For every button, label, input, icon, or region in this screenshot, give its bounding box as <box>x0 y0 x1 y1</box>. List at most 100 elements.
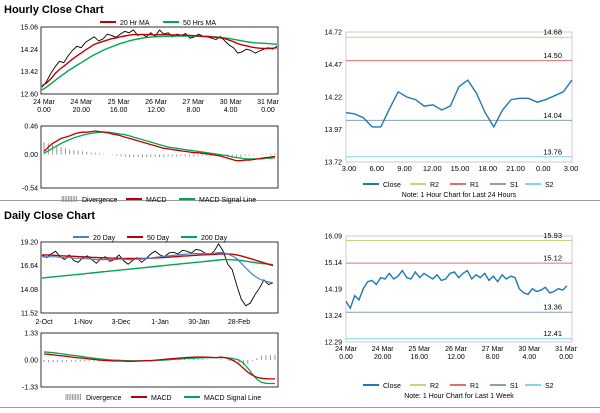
hourly-24h-x-tick-1: 6.00 <box>369 164 384 173</box>
hourly-24h-legend-s1-label: S1 <box>510 182 519 189</box>
hourly-24h-y-tick-2: 14.22 <box>324 95 342 102</box>
daily-price-y-tick-3: 11.52 <box>21 311 38 318</box>
daily-week-x-tick-3-time: 12.00 <box>447 354 465 361</box>
daily-week-x-tick-6-date: 31 Mar <box>555 346 577 353</box>
daily-price-x-tick-2: 3-Dec <box>112 319 131 326</box>
daily-week-legend-s1-label: S1 <box>510 383 519 390</box>
hourly-price-x-tick-2-date: 25 Mar <box>108 99 130 106</box>
daily-week-x-tick-6-time: 0.00 <box>559 354 573 361</box>
hourly-24h-note: Note: 1 Hour Chart for Last 24 Hours <box>402 192 517 199</box>
legend-20hr-ma-label: 20 Hr MA <box>120 20 150 27</box>
daily-macd-y-tick-1: 0.00 <box>24 358 38 365</box>
hourly-50hr-ma-line <box>41 35 278 91</box>
hourly-price-x-tick-5-date: 30 Mar <box>220 99 242 106</box>
daily-week-y-tick-0: 16.09 <box>324 234 342 241</box>
daily-price-y-tick-1: 16.64 <box>20 263 38 270</box>
legend-50hrs-ma-label: 50 Hrs MA <box>183 20 216 27</box>
daily-price-y-tick-0: 19.20 <box>20 240 38 247</box>
hourly-24h-legend-s2-label: S2 <box>545 182 554 189</box>
daily-price-plot-area <box>40 241 279 314</box>
daily-price-x-tick-3: 1-Jan <box>151 319 169 326</box>
daily-week-x-tick-0-date: 24 Mar <box>335 346 357 353</box>
daily-week-x-tick-4-time: 8.00 <box>486 354 500 361</box>
hourly-24h-plot-area <box>345 31 573 163</box>
daily-price-y-tick-2: 14.08 <box>20 287 38 294</box>
hourly-legend-macd-signal-label: MACD Signal Line <box>199 197 256 204</box>
daily-week-level-s2-label: 12.41 <box>543 329 562 338</box>
daily-week-x-tick-1-time: 20.00 <box>374 354 392 361</box>
bottom-divider <box>0 407 600 408</box>
hourly-24h-legend-r1-label: R1 <box>470 182 479 189</box>
daily-week-legend-close-label: Close <box>383 383 401 390</box>
hourly-20hr-ma-line <box>41 33 278 87</box>
hourly-legend-divergence-label: Divergence <box>82 197 118 204</box>
hourly-price-x-tick-6-date: 31 Mar <box>257 99 279 106</box>
daily-week-legend-r2-label: R2 <box>430 383 439 390</box>
daily-week-plot-area <box>345 235 573 343</box>
daily-week-x-tick-2-date: 25 Mar <box>408 346 430 353</box>
daily-macd-y-tick-2: -1.33 <box>22 385 38 392</box>
legend-20-day-label: 20 Day <box>93 235 116 242</box>
daily-week-x-tick-5-date: 30 Mar <box>518 346 540 353</box>
hourly-macd-y-tick-1: 0.00 <box>24 152 38 159</box>
daily-week-y-tick-2: 14.19 <box>324 287 342 294</box>
hourly-price-x-tick-1-date: 24 Mar <box>70 99 92 106</box>
hourly-price-x-tick-4-time: 8.00 <box>187 107 201 114</box>
daily-week-x-tick-2-time: 16.00 <box>411 354 429 361</box>
daily-20-day-line <box>42 252 274 284</box>
hourly-price-x-tick-3-time: 12.00 <box>147 107 165 114</box>
hourly-24h-level-r1-label: 14.50 <box>543 51 562 60</box>
hourly-price-x-tick-4-date: 27 Mar <box>182 99 204 106</box>
hourly-24h-x-tick-7: 0.00 <box>536 164 551 173</box>
daily-macd-y-tick-0: 1.33 <box>24 331 38 338</box>
hourly-24h-x-tick-6: 21.00 <box>506 164 525 173</box>
hourly-section-title: Hourly Close Chart <box>4 4 104 16</box>
hourly-price-y-tick-1: 14.24 <box>20 47 38 54</box>
daily-macd-plot-area <box>40 332 279 388</box>
daily-macd-signal-line <box>43 351 275 385</box>
hourly-price-x-tick-0-time: 0.00 <box>37 107 51 114</box>
hourly-24h-x-tick-0: 3.00 <box>342 164 357 173</box>
daily-50-day-line <box>42 253 274 267</box>
daily-week-x-tick-0-time: 0.00 <box>339 354 353 361</box>
hourly-24h-y-tick-1: 14.47 <box>324 62 342 69</box>
daily-week-x-tick-1-date: 24 Mar <box>372 346 394 353</box>
hourly-close-line <box>41 29 278 88</box>
hourly-24h-y-tick-3: 13.97 <box>324 127 342 134</box>
daily-close-line <box>41 242 274 307</box>
hourly-24h-y-tick-0: 14.72 <box>324 30 342 37</box>
hourly-24h-x-tick-4: 15.00 <box>451 164 470 173</box>
hourly-macd-signal-line <box>43 131 276 160</box>
hourly-macd-line <box>43 130 276 162</box>
daily-legend-divergence-label: Divergence <box>86 395 122 402</box>
hourly-24h-x-tick-2: 9.00 <box>397 164 412 173</box>
hourly-macd-y-tick-2: -0.54 <box>22 186 38 193</box>
daily-week-y-tick-1: 15.14 <box>324 260 342 267</box>
hourly-price-y-tick-0: 15.06 <box>20 25 38 32</box>
daily-week-y-tick-4: 12.29 <box>324 340 342 347</box>
hourly-macd-y-tick-0: 0.46 <box>24 124 38 131</box>
section-divider <box>0 200 600 201</box>
hourly-24h-legend-r2-label: R2 <box>430 182 439 189</box>
daily-week-level-r2-label: 15.93 <box>543 231 562 240</box>
daily-price-x-tick-0: 2-Oct <box>35 319 52 326</box>
daily-price-x-tick-4: 30-Jan <box>188 319 210 326</box>
daily-week-level-s1-label: 13.36 <box>543 303 562 312</box>
hourly-24h-x-tick-5: 18.00 <box>478 164 497 173</box>
hourly-24h-level-r2-label: 14.68 <box>543 28 562 37</box>
daily-week-close-line <box>345 269 568 310</box>
legend-200-day-label: 200 Day <box>201 235 228 242</box>
hourly-macd-plot-area <box>40 125 279 189</box>
hourly-24h-x-tick-8: 3.00 <box>564 164 579 173</box>
daily-price-x-tick-5: 28-Feb <box>228 319 250 326</box>
daily-week-legend-r1-label: R1 <box>470 383 479 390</box>
hourly-price-x-tick-1-time: 20.00 <box>73 107 91 114</box>
hourly-24h-x-tick-3: 12.00 <box>423 164 442 173</box>
hourly-price-y-tick-2: 13.42 <box>20 69 38 76</box>
daily-section-title: Daily Close Chart <box>4 210 96 222</box>
daily-price-x-tick-1: 1-Nov <box>74 319 93 326</box>
daily-week-note: Note: 1 Hour Chart for Last 1 Week <box>404 393 514 400</box>
legend-50-day-label: 50 Day <box>147 235 170 242</box>
daily-week-x-tick-3-date: 26 Mar <box>445 346 467 353</box>
daily-legend-macd-signal-label: MACD Signal Line <box>204 395 261 402</box>
